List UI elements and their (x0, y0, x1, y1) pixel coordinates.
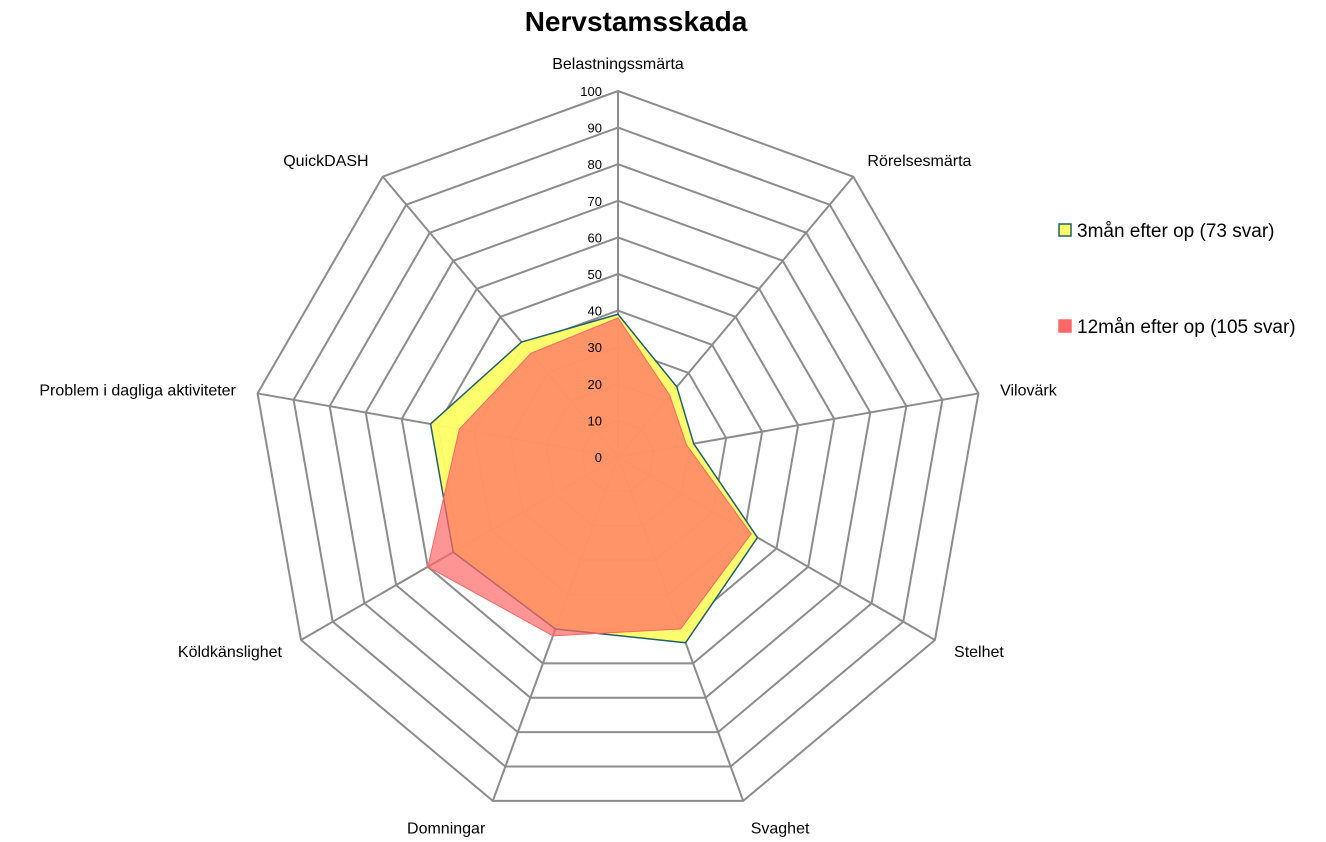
grid-ring (328, 163, 908, 734)
axis-labels: Belastningssmärta Rörelsesmärta Vilovärk St… (39, 56, 1057, 838)
grid-ring (292, 126, 944, 768)
tick-label: 60 (588, 230, 602, 245)
tick-label: 90 (588, 121, 602, 136)
tick-label: 10 (588, 413, 602, 428)
tick-label: 30 (588, 340, 602, 355)
grid-ring (256, 89, 980, 802)
series-area-2 (427, 317, 752, 637)
axis-label: Domningar (407, 821, 486, 838)
radial-tick-labels: 0 10 20 30 40 50 60 70 80 90 100 (580, 84, 602, 465)
grid-ring (364, 199, 872, 699)
tick-label: 40 (588, 304, 602, 319)
tick-label: 70 (588, 194, 602, 209)
axis-label: QuickDASH (283, 153, 368, 170)
tick-label: 50 (588, 267, 602, 282)
tick-label: 20 (588, 377, 602, 392)
chart-title: Nervstamsskada (525, 6, 748, 37)
legend-label: 12mån efter op (105 svar) (1077, 317, 1296, 338)
axis-label: Rörelsesmärta (867, 153, 971, 170)
tick-label: 80 (588, 157, 602, 172)
axis-label: Svaghet (751, 821, 810, 838)
tick-label: 0 (595, 450, 602, 465)
grid-ring (400, 236, 836, 665)
axis-label: Vilovärk (1000, 383, 1058, 400)
tick-label: 100 (580, 84, 602, 99)
axis-label: Köldkänslighet (178, 644, 283, 661)
axis-label: Stelhet (954, 644, 1004, 661)
legend-label: 3mån efter op (73 svar) (1077, 221, 1274, 242)
radar-series (427, 313, 759, 644)
legend-swatch (1058, 223, 1072, 237)
legend-swatch (1058, 319, 1072, 333)
legend: 3mån efter op (73 svar) 12mån efter op (1… (1058, 221, 1296, 338)
axis-label: Belastningssmärta (552, 56, 684, 73)
axis-label: Problem i dagliga aktiviteter (39, 383, 236, 400)
